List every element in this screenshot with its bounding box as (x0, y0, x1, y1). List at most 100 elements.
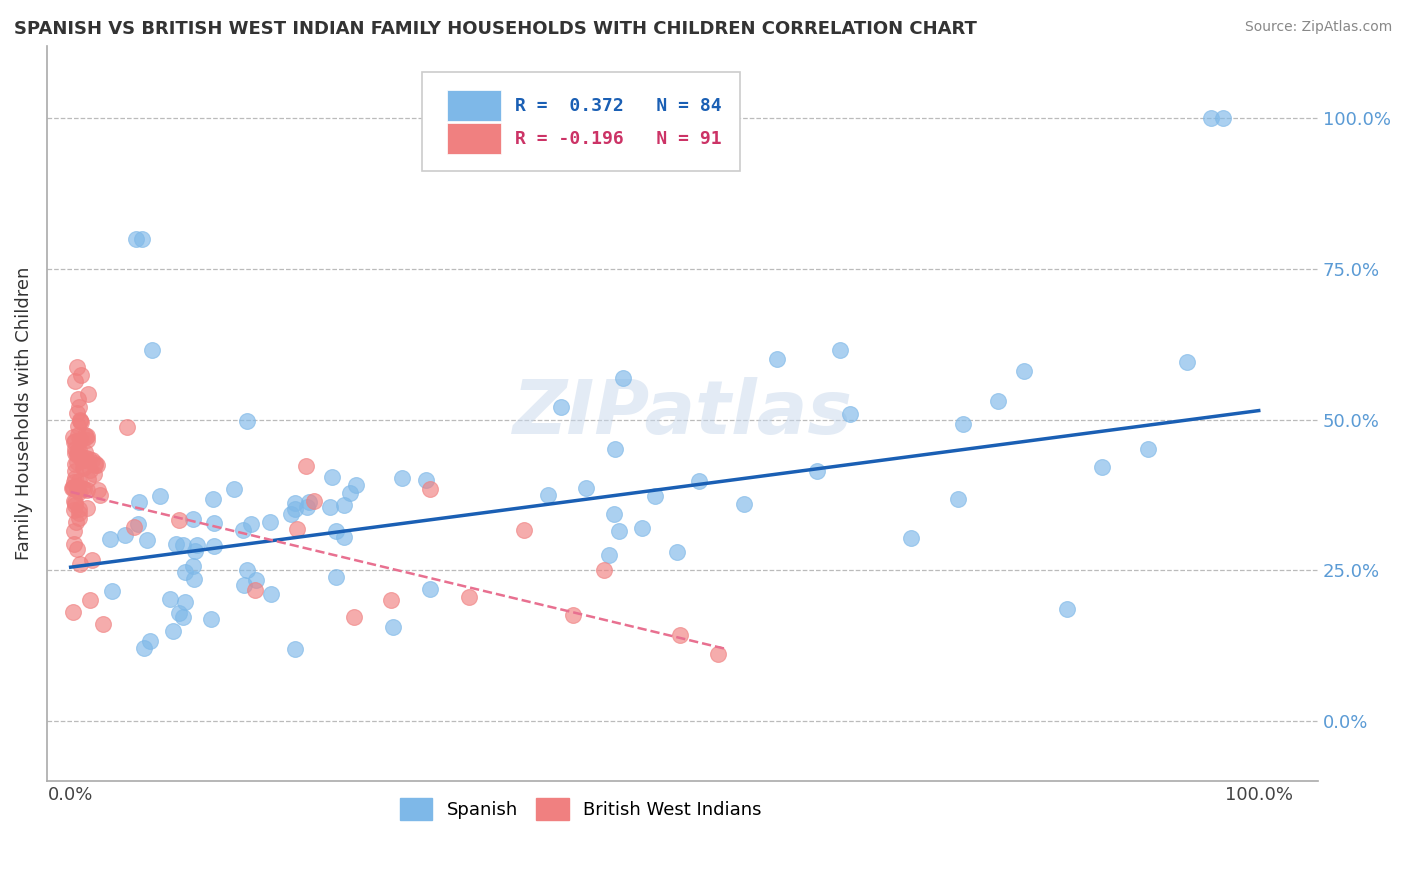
FancyBboxPatch shape (422, 72, 740, 171)
Point (1091, 460, 1114, 475)
Point (62, 480, 84, 494)
Point (124, 232, 146, 246)
Point (245, 573, 267, 587)
Point (181, 512, 204, 526)
Point (1012, 364, 1035, 378)
Point (458, 590, 481, 604)
FancyBboxPatch shape (447, 123, 501, 154)
Point (765, 352, 787, 367)
Point (1175, 354, 1198, 368)
Point (605, 442, 627, 457)
Point (79, 593, 101, 607)
Point (298, 495, 321, 509)
Point (75, 430, 97, 444)
Point (70, 453, 93, 467)
Point (204, 516, 226, 530)
Point (66, 480, 89, 494)
Point (149, 489, 172, 503)
Point (598, 548, 620, 562)
Point (344, 477, 367, 491)
Point (512, 523, 534, 537)
Point (321, 470, 343, 484)
Point (603, 507, 626, 521)
Point (174, 595, 197, 609)
Point (343, 609, 366, 624)
Point (162, 624, 184, 638)
Point (172, 609, 194, 624)
Point (325, 524, 347, 538)
Point (63, 471, 86, 485)
Point (98, 532, 121, 546)
Point (79, 463, 101, 477)
Point (537, 488, 560, 502)
Point (66, 392, 89, 406)
Point (333, 530, 356, 544)
Point (82, 452, 104, 467)
Point (65, 457, 87, 471)
Point (382, 620, 405, 634)
Point (233, 578, 256, 592)
Point (828, 343, 851, 357)
Point (644, 490, 666, 504)
Point (67, 475, 90, 489)
Text: Source: ZipAtlas.com: Source: ZipAtlas.com (1244, 20, 1392, 34)
Point (139, 634, 162, 648)
Point (419, 482, 441, 496)
Point (75, 428, 97, 442)
Point (66, 359, 89, 374)
Point (66, 448, 89, 462)
Point (562, 607, 585, 622)
Point (1199, 112, 1222, 126)
Point (295, 459, 318, 474)
Point (67, 443, 90, 458)
Point (72, 460, 94, 475)
Point (200, 611, 222, 625)
Point (259, 515, 281, 529)
Point (66, 483, 89, 497)
Point (1137, 442, 1160, 456)
Point (115, 419, 138, 434)
Point (84, 458, 107, 473)
Point (172, 539, 194, 553)
Point (987, 394, 1010, 409)
Point (86, 458, 108, 472)
Legend: Spanish, British West Indians: Spanish, British West Indians (392, 790, 769, 827)
Point (575, 481, 598, 495)
Point (84, 456, 107, 470)
Point (63, 475, 86, 490)
Point (135, 533, 157, 548)
Point (186, 538, 208, 552)
Text: SPANISH VS BRITISH WEST INDIAN FAMILY HOUSEHOLDS WITH CHILDREN CORRELATION CHART: SPANISH VS BRITISH WEST INDIAN FAMILY HO… (14, 20, 977, 37)
FancyBboxPatch shape (447, 90, 501, 121)
Point (284, 502, 307, 516)
Point (91, 617, 114, 632)
Point (67, 502, 90, 516)
Point (593, 564, 616, 578)
Point (283, 642, 305, 657)
Point (260, 586, 283, 600)
Point (380, 593, 402, 607)
Point (63, 434, 86, 449)
Point (173, 565, 195, 579)
Point (295, 500, 318, 514)
Point (67, 445, 90, 459)
Point (66, 405, 89, 419)
Point (76, 429, 98, 443)
Point (66, 541, 89, 556)
Point (63, 498, 86, 512)
Point (239, 516, 262, 531)
Point (243, 583, 266, 598)
Point (73, 444, 96, 458)
Point (62, 481, 84, 495)
Point (284, 496, 307, 510)
Point (1056, 602, 1078, 616)
Point (62, 503, 84, 517)
Point (325, 570, 347, 584)
Point (75, 451, 97, 466)
Point (733, 497, 755, 511)
Point (62, 605, 84, 619)
Point (69, 557, 91, 571)
Point (232, 524, 254, 538)
Point (1212, 112, 1234, 126)
Point (280, 507, 302, 521)
